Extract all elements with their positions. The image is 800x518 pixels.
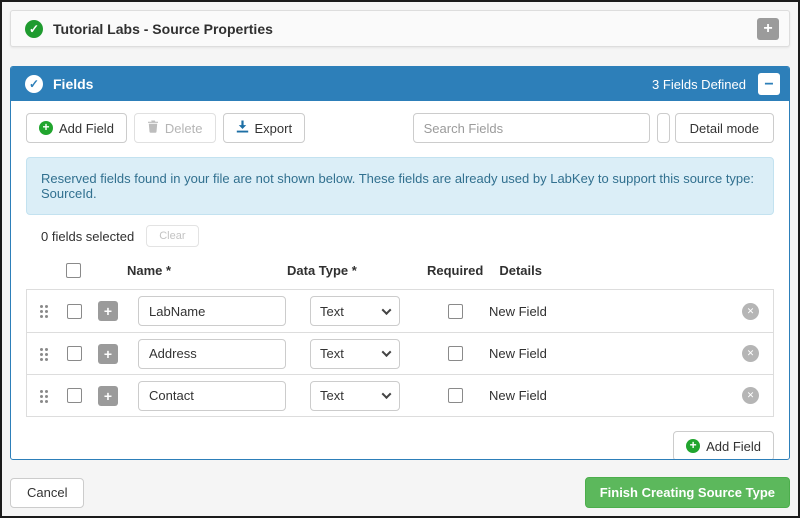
chevron-down-icon (381, 389, 392, 400)
row-select-checkbox[interactable] (67, 346, 82, 361)
add-field-label: Add Field (706, 438, 761, 454)
plus-circle-icon: + (39, 121, 53, 135)
field-name-input[interactable] (138, 338, 286, 369)
data-type-select[interactable]: Text (310, 380, 400, 411)
add-field-label: Add Field (59, 120, 114, 136)
row-select-checkbox[interactable] (67, 303, 82, 319)
trash-icon (147, 120, 159, 136)
finish-creating-source-type-button[interactable]: Finish Creating Source Type (584, 477, 790, 508)
drag-handle-icon[interactable] (37, 389, 51, 403)
delete-button[interactable]: Delete (133, 113, 216, 143)
fields-panel-title: Fields (53, 76, 94, 92)
data-type-value: Text (320, 388, 344, 403)
chevron-down-icon (381, 347, 392, 358)
row-select-checkbox[interactable] (67, 388, 82, 403)
table-row: + Text New Field ✕ (27, 290, 773, 332)
required-checkbox[interactable] (448, 303, 463, 319)
source-properties-panel-header: ✓ Tutorial Labs - Source Properties + (10, 10, 790, 47)
panel-title: Tutorial Labs - Source Properties (53, 20, 273, 37)
expand-panel-button[interactable]: + (757, 17, 779, 40)
fields-table: + Text New Field ✕ + Text (26, 289, 774, 417)
remove-field-icon[interactable]: ✕ (742, 302, 759, 320)
fields-panel-header: ✓ Fields 3 Fields Defined − (11, 67, 789, 101)
mode-toggle-sliver-button[interactable] (656, 113, 670, 143)
detail-mode-button[interactable]: Detail mode (674, 113, 774, 143)
add-field-button[interactable]: + Add Field (26, 113, 127, 143)
fields-selected-text: 0 fields selected (41, 228, 135, 244)
export-label: Export (254, 120, 293, 136)
data-type-value: Text (320, 303, 344, 319)
remove-field-icon[interactable]: ✕ (742, 345, 759, 362)
field-name-input[interactable] (138, 380, 286, 411)
download-icon (236, 120, 249, 136)
search-fields-input[interactable] (412, 113, 650, 143)
clear-selection-button[interactable]: Clear (146, 225, 199, 247)
collapse-panel-button[interactable]: − (758, 73, 780, 95)
check-circle-icon: ✓ (25, 75, 43, 93)
footer-actions: Cancel Finish Creating Source Type (10, 477, 790, 508)
fields-count-badge: 3 Fields Defined (652, 76, 746, 92)
drag-handle-icon[interactable] (37, 304, 51, 318)
column-header-data-type: Data Type * (287, 262, 357, 278)
field-details: New Field (489, 303, 547, 319)
export-button[interactable]: Export (222, 113, 306, 143)
fields-toolbar: + Add Field Delete Export Detail mode (11, 101, 789, 143)
expand-field-button[interactable]: + (98, 385, 118, 406)
expand-field-button[interactable]: + (98, 343, 118, 364)
fields-panel: ✓ Fields 3 Fields Defined − + Add Field … (10, 66, 790, 460)
required-checkbox[interactable] (448, 346, 463, 361)
select-all-checkbox[interactable] (66, 262, 81, 278)
expand-field-button[interactable]: + (98, 301, 118, 321)
field-details: New Field (489, 346, 547, 361)
remove-field-icon[interactable]: ✕ (742, 387, 759, 404)
cancel-button[interactable]: Cancel (10, 477, 85, 508)
check-circle-icon: ✓ (25, 19, 43, 38)
delete-label: Delete (164, 120, 203, 136)
required-checkbox[interactable] (448, 388, 463, 403)
detail-mode-label: Detail mode (689, 120, 759, 136)
drag-handle-icon[interactable] (37, 347, 51, 361)
add-field-button-bottom[interactable]: + Add Field (673, 431, 774, 459)
data-type-select[interactable]: Text (310, 338, 400, 369)
field-details: New Field (489, 388, 547, 403)
column-header-name: Name * (127, 262, 172, 278)
chevron-down-icon (381, 304, 392, 315)
field-name-input[interactable] (138, 296, 286, 326)
selection-status-row: 0 fields selected Clear (41, 225, 774, 247)
bottom-add-field-container: + Add Field (11, 431, 774, 459)
reserved-fields-banner: Reserved fields found in your file are n… (26, 157, 774, 215)
plus-circle-icon: + (686, 439, 701, 453)
data-type-select[interactable]: Text (310, 296, 400, 326)
column-header-required: Required (427, 262, 484, 278)
data-type-value: Text (320, 346, 344, 361)
column-header-details: Details (499, 262, 542, 278)
table-row: + Text New Field ✕ (27, 374, 773, 416)
cancel-label: Cancel (27, 485, 68, 500)
table-row: + Text New Field ✕ (27, 332, 773, 374)
table-header-row: Name * Data Type * Required Details (26, 255, 774, 285)
